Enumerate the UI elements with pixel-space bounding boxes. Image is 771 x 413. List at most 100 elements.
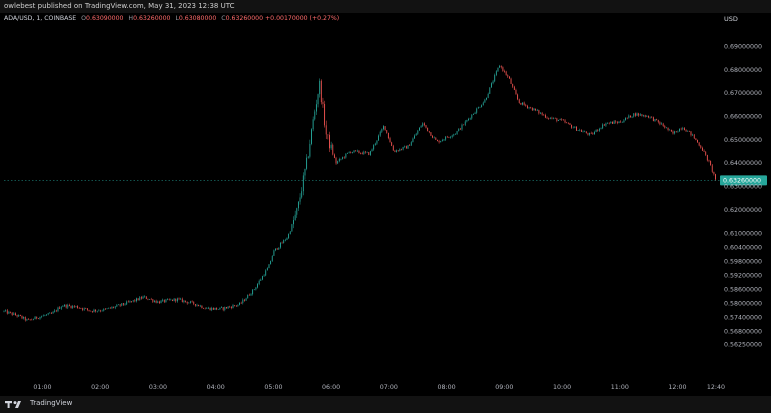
candle-body[interactable] <box>31 319 33 321</box>
candle-body[interactable] <box>28 319 29 320</box>
candle-body[interactable] <box>83 308 85 310</box>
candle-body[interactable] <box>433 137 435 139</box>
candle-body[interactable] <box>235 305 237 307</box>
candle-body[interactable] <box>414 135 416 139</box>
candle-body[interactable] <box>234 305 236 306</box>
candle-body[interactable] <box>311 129 312 144</box>
candle-body[interactable] <box>42 315 44 317</box>
candle-body[interactable] <box>440 140 442 143</box>
candle-body[interactable] <box>567 122 569 124</box>
candle-body[interactable] <box>446 136 448 138</box>
candle-body[interactable] <box>306 157 308 169</box>
candle-body[interactable] <box>168 299 170 300</box>
candle-body[interactable] <box>134 300 136 302</box>
candle-body[interactable] <box>266 268 268 271</box>
candle-body[interactable] <box>230 306 232 308</box>
candle-body[interactable] <box>289 231 291 235</box>
candle-body[interactable] <box>114 306 116 308</box>
candle-body[interactable] <box>26 319 28 321</box>
candle-body[interactable] <box>126 301 128 305</box>
candle-body[interactable] <box>419 127 420 131</box>
candle-body[interactable] <box>317 94 319 105</box>
candle-body[interactable] <box>584 131 586 133</box>
candle-body[interactable] <box>327 134 329 136</box>
candle-body[interactable] <box>86 308 88 310</box>
candle-body[interactable] <box>531 107 533 111</box>
candle-body[interactable] <box>353 150 355 153</box>
candle-body[interactable] <box>481 105 483 108</box>
candle-body[interactable] <box>340 158 342 160</box>
candle-body[interactable] <box>544 114 546 118</box>
candle-body[interactable] <box>29 319 31 320</box>
candle-body[interactable] <box>355 150 357 151</box>
candle-body[interactable] <box>672 131 674 134</box>
candle-body[interactable] <box>608 122 610 124</box>
candle-body[interactable] <box>402 147 404 150</box>
candle-body[interactable] <box>113 307 115 308</box>
candle-body[interactable] <box>667 127 669 131</box>
candle-body[interactable] <box>680 128 682 130</box>
candle-body[interactable] <box>13 313 15 315</box>
candle-body[interactable] <box>441 140 443 141</box>
candle-body[interactable] <box>564 120 566 123</box>
candle-body[interactable] <box>232 305 234 308</box>
candle-body[interactable] <box>649 116 651 118</box>
candle-body[interactable] <box>420 126 422 128</box>
candle-body[interactable] <box>540 112 541 114</box>
candle-body[interactable] <box>206 308 208 310</box>
candle-body[interactable] <box>677 131 679 133</box>
candle-body[interactable] <box>456 131 458 135</box>
candle-body[interactable] <box>347 152 348 154</box>
candle-body[interactable] <box>495 71 497 75</box>
candle-body[interactable] <box>93 309 95 312</box>
candle-body[interactable] <box>605 123 607 126</box>
candle-body[interactable] <box>157 301 159 303</box>
candle-body[interactable] <box>158 301 160 304</box>
candle-body[interactable] <box>147 299 149 300</box>
candle-body[interactable] <box>423 123 425 126</box>
candle-body[interactable] <box>95 309 97 312</box>
candle-body[interactable] <box>204 308 206 310</box>
candle-body[interactable] <box>435 137 437 140</box>
candle-body[interactable] <box>391 142 393 146</box>
candle-body[interactable] <box>487 93 489 98</box>
candle-body[interactable] <box>119 304 121 306</box>
candle-body[interactable] <box>8 311 10 314</box>
candle-body[interactable] <box>443 139 445 141</box>
candle-body[interactable] <box>11 312 13 315</box>
candle-body[interactable] <box>185 300 187 302</box>
candle-body[interactable] <box>297 201 299 209</box>
candle-body[interactable] <box>528 107 530 109</box>
candle-body[interactable] <box>261 276 263 280</box>
candle-body[interactable] <box>188 302 190 304</box>
candle-body[interactable] <box>50 312 52 314</box>
candle-body[interactable] <box>122 303 124 305</box>
candle-body[interactable] <box>291 224 293 232</box>
candle-body[interactable] <box>533 108 535 111</box>
candle-body[interactable] <box>41 316 43 317</box>
candle-body[interactable] <box>572 127 574 129</box>
candle-body[interactable] <box>410 142 412 146</box>
candle-body[interactable] <box>257 284 258 288</box>
candle-body[interactable] <box>708 160 710 162</box>
candle-body[interactable] <box>379 131 381 136</box>
candle-body[interactable] <box>454 134 456 135</box>
candle-body[interactable] <box>165 299 167 303</box>
candle-body[interactable] <box>407 145 409 149</box>
candle-body[interactable] <box>176 298 178 302</box>
candle-body[interactable] <box>554 117 556 119</box>
candle-body[interactable] <box>494 74 496 82</box>
candle-body[interactable] <box>607 122 609 124</box>
candle-body[interactable] <box>101 310 103 312</box>
candle-body[interactable] <box>458 128 460 132</box>
candle-body[interactable] <box>106 308 108 310</box>
candle-body[interactable] <box>613 121 615 124</box>
candle-body[interactable] <box>508 76 510 79</box>
price-chart[interactable]: 0.63260000 0.69000000 0.68000000 0.6700000… <box>0 0 771 396</box>
candle-body[interactable] <box>520 102 522 105</box>
candle-body[interactable] <box>690 131 692 136</box>
candle-body[interactable] <box>70 305 72 308</box>
candle-body[interactable] <box>556 118 558 122</box>
candle-body[interactable] <box>44 315 46 316</box>
candle-body[interactable] <box>472 113 474 115</box>
